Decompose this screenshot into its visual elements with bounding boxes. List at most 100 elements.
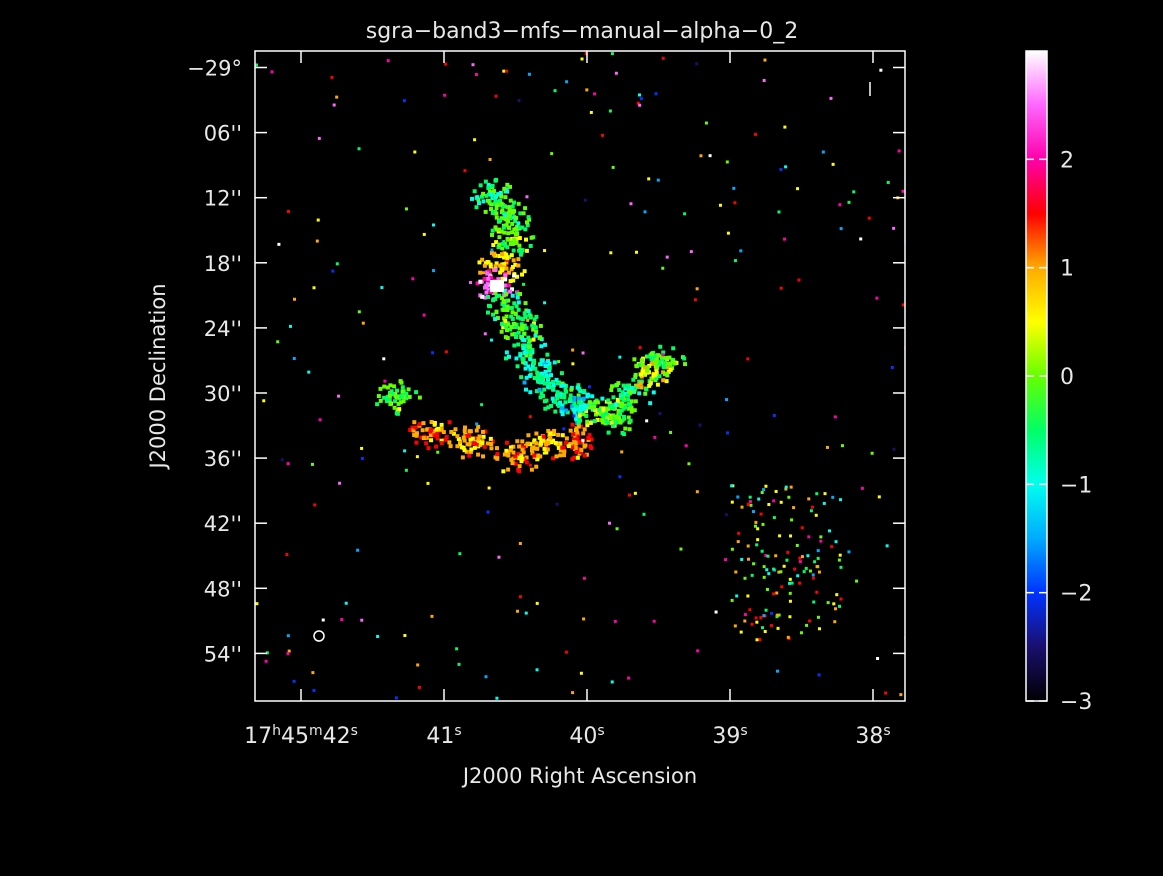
map-pixel — [528, 357, 533, 362]
map-pixel — [407, 394, 412, 399]
map-pixel — [464, 434, 469, 439]
map-pixel — [500, 296, 505, 301]
map-pixel — [432, 223, 436, 227]
map-pixel — [449, 429, 454, 434]
map-pixel — [839, 498, 843, 502]
map-pixel — [798, 560, 802, 564]
map-pixel — [517, 444, 522, 449]
map-pixel — [413, 425, 418, 430]
map-pixel — [762, 78, 766, 82]
map-pixel — [610, 384, 615, 389]
map-pixel — [639, 358, 644, 363]
map-pixel — [512, 332, 517, 337]
map-pixel — [767, 503, 771, 507]
map-pixel — [288, 324, 292, 328]
map-pixel — [600, 413, 605, 418]
map-pixel — [833, 415, 837, 419]
map-pixel — [652, 619, 656, 623]
map-pixel — [416, 663, 420, 667]
map-pixel — [762, 565, 766, 569]
y-tick-label: 54'' — [204, 642, 242, 666]
map-pixel — [739, 249, 743, 253]
map-pixel — [508, 445, 513, 450]
map-pixel — [830, 545, 834, 549]
map-pixel — [518, 211, 523, 216]
map-pixel — [782, 564, 786, 568]
map-pixel — [847, 550, 851, 554]
map-pixel — [582, 617, 586, 621]
map-pixel — [459, 445, 464, 450]
map-pixel — [473, 138, 477, 142]
map-pixel — [522, 445, 527, 450]
map-pixel — [619, 408, 624, 413]
map-pixel — [509, 305, 514, 310]
map-pixel — [429, 428, 434, 433]
map-pixel — [522, 311, 527, 316]
map-pixel — [491, 312, 496, 317]
map-pixel — [480, 441, 485, 446]
map-pixel — [807, 535, 811, 539]
map-pixel — [789, 485, 793, 489]
map-pixel — [489, 442, 494, 447]
map-pixel — [753, 132, 757, 136]
map-pixel — [486, 192, 491, 197]
map-pixel — [276, 340, 280, 344]
map-pixel — [550, 396, 555, 401]
map-pixel — [494, 206, 499, 211]
map-pixel — [551, 380, 556, 385]
map-pixel — [810, 505, 814, 509]
map-pixel — [639, 385, 644, 390]
map-pixel — [661, 56, 665, 60]
map-pixel — [783, 237, 787, 241]
map-pixel — [395, 395, 400, 400]
map-pixel — [414, 390, 419, 395]
map-pixel — [517, 326, 522, 331]
map-pixel — [515, 295, 520, 300]
map-pixel — [280, 458, 284, 462]
map-pixel — [539, 344, 544, 349]
map-pixel — [633, 399, 638, 404]
map-pixel — [755, 620, 759, 624]
map-pixel — [638, 103, 642, 107]
map-pixel — [520, 225, 525, 230]
map-pixel — [500, 241, 505, 246]
map-pixel — [618, 420, 623, 425]
map-pixel — [560, 445, 565, 450]
map-pixel — [547, 361, 552, 366]
map-pixel — [387, 396, 392, 401]
map-pixel — [344, 601, 348, 605]
map-pixel — [542, 387, 547, 392]
map-pixel — [483, 295, 488, 300]
map-pixel — [510, 332, 515, 337]
map-pixel — [577, 407, 582, 412]
map-pixel — [506, 298, 511, 303]
map-pixel — [504, 314, 509, 319]
map-pixel — [724, 558, 728, 562]
map-pixel — [649, 361, 654, 366]
y-tick-label: 24'' — [204, 317, 242, 341]
map-pixel — [523, 227, 528, 232]
map-pixel — [393, 399, 398, 404]
map-pixel — [605, 420, 610, 425]
map-pixel — [468, 450, 473, 455]
map-pixel — [518, 541, 522, 545]
map-pixel — [695, 490, 699, 494]
map-pixel — [859, 237, 863, 241]
map-pixel — [578, 409, 583, 414]
map-pixel — [587, 400, 592, 405]
map-pixel — [808, 569, 812, 573]
map-pixel — [813, 560, 817, 564]
map-pixel — [812, 600, 816, 604]
map-pixel — [574, 416, 579, 421]
map-pixel — [580, 57, 584, 61]
map-pixel — [443, 93, 447, 97]
map-pixel — [489, 250, 494, 255]
map-pixel — [589, 445, 594, 450]
map-pixel — [797, 278, 801, 282]
map-pixel — [399, 394, 404, 399]
map-pixel — [609, 421, 614, 426]
map-pixel — [587, 433, 592, 438]
map-pixel — [584, 52, 588, 56]
map-pixel — [321, 618, 325, 622]
